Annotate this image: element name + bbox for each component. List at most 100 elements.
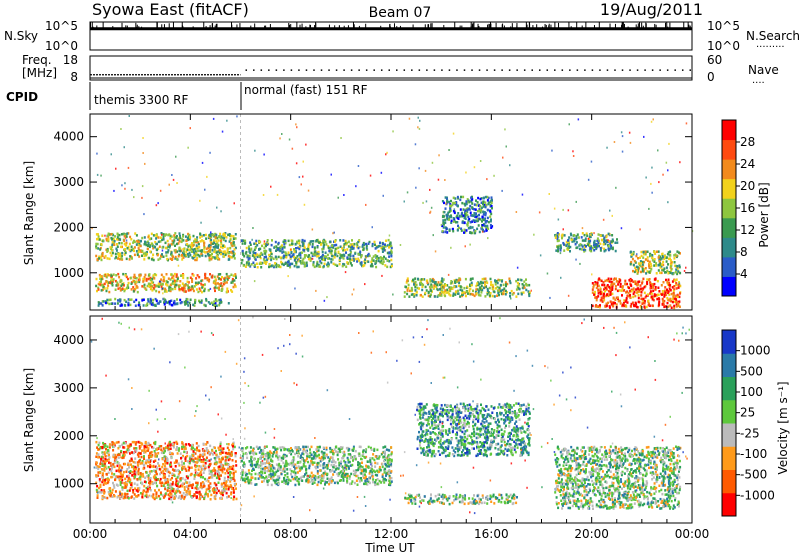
heat-cell	[159, 283, 162, 286]
heat-cell	[210, 231, 212, 234]
heat-cell	[288, 263, 291, 267]
heat-cell	[591, 291, 594, 294]
heat-cell	[157, 258, 160, 261]
heat-cell	[186, 300, 189, 304]
heat-cell	[111, 284, 114, 287]
heat-cell	[132, 488, 135, 492]
heat-cell	[106, 247, 109, 251]
noise-spike	[182, 26, 184, 29]
heat-cell	[139, 274, 142, 277]
noise-spike	[156, 22, 158, 29]
heat-cell	[624, 282, 627, 285]
heat-cell	[130, 282, 133, 285]
heat-cell	[230, 273, 233, 276]
heat-cell	[206, 251, 209, 254]
heat-cell	[136, 465, 139, 469]
heat-cell	[599, 249, 602, 252]
heat-cell	[140, 474, 143, 477]
heat-cell	[385, 153, 387, 156]
heat-cell	[343, 254, 346, 257]
heat-cell	[595, 246, 598, 249]
heat-cell	[108, 446, 111, 449]
heat-cell	[351, 243, 354, 246]
heat-cell	[296, 255, 299, 258]
heat-cell	[175, 481, 178, 485]
heat-cell	[224, 276, 227, 280]
station-title: Syowa East (fitACF)	[92, 0, 249, 19]
freq-point	[666, 69, 669, 71]
heat-cell	[360, 261, 363, 264]
heat-cell	[255, 242, 257, 245]
heat-cell	[316, 255, 319, 258]
heat-cell	[218, 277, 221, 280]
heat-cell	[391, 264, 393, 268]
heat-cell	[293, 253, 295, 255]
heat-cell	[467, 215, 470, 219]
heat-cell	[643, 268, 646, 271]
heat-cell	[209, 236, 212, 240]
heat-cell	[174, 483, 177, 486]
heat-cell	[175, 273, 178, 276]
noise-spike	[305, 26, 307, 29]
heat-cell	[168, 485, 171, 489]
heat-cell	[268, 265, 270, 269]
heat-cell	[603, 292, 605, 296]
heat-cell	[595, 286, 598, 290]
heat-cell	[630, 260, 633, 264]
heat-cell	[198, 455, 201, 459]
heat-cell	[186, 481, 189, 484]
noise-spike	[614, 23, 616, 29]
heat-cell	[463, 286, 466, 290]
heat-cell	[575, 246, 578, 250]
heat-cell	[148, 245, 151, 249]
heat-cell	[489, 220, 492, 223]
heat-cell	[515, 295, 518, 298]
heat-cell	[201, 286, 204, 289]
heat-cell	[218, 465, 221, 468]
heat-cell	[217, 273, 220, 276]
heat-cell	[219, 273, 222, 276]
heat-cell	[208, 234, 211, 237]
heat-cell	[591, 282, 594, 285]
heat-cell	[658, 298, 661, 301]
heat-cell	[235, 482, 237, 486]
heat-cell	[616, 289, 619, 293]
heat-cell	[620, 227, 623, 230]
heat-cell	[225, 491, 228, 495]
noise-spike	[239, 23, 241, 29]
heat-cell	[334, 263, 337, 267]
heat-cell	[377, 257, 380, 260]
noise-spike	[576, 21, 578, 29]
heat-cell	[607, 279, 610, 282]
heat-cell	[192, 257, 195, 260]
heat-cell	[98, 273, 101, 277]
heat-cell	[262, 194, 265, 196]
heat-cell	[176, 277, 179, 280]
heat-cell	[155, 289, 158, 293]
heat-cell	[223, 251, 226, 255]
heat-cell	[174, 302, 177, 306]
heat-cell	[118, 467, 121, 470]
heat-cell	[197, 487, 200, 490]
heat-cell	[245, 263, 248, 266]
heat-cell	[330, 173, 332, 176]
heat-cell	[263, 242, 266, 246]
heat-cell	[138, 255, 141, 258]
heat-cell	[678, 282, 681, 285]
heat-cell	[215, 254, 218, 258]
heat-cell	[486, 289, 489, 293]
heat-cell	[117, 238, 120, 241]
heat-cell	[221, 457, 224, 461]
heat-cell	[133, 196, 135, 199]
heat-cell	[651, 298, 654, 301]
heat-cell	[578, 247, 581, 251]
heat-cell	[129, 298, 131, 301]
heat-cell	[489, 277, 492, 281]
heat-cell	[581, 227, 584, 230]
heat-cell	[646, 250, 649, 253]
heat-cell	[277, 264, 279, 267]
heat-cell	[135, 284, 138, 288]
heat-cell	[363, 260, 366, 263]
heat-cell	[265, 250, 268, 253]
heat-cell	[211, 252, 213, 256]
